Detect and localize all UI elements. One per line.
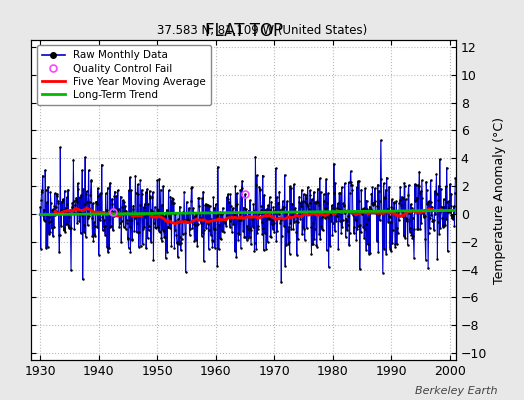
Text: Berkeley Earth: Berkeley Earth	[416, 386, 498, 396]
Y-axis label: Temperature Anomaly (°C): Temperature Anomaly (°C)	[493, 116, 506, 284]
Legend: Raw Monthly Data, Quality Control Fail, Five Year Moving Average, Long-Term Tren: Raw Monthly Data, Quality Control Fail, …	[37, 45, 211, 105]
Text: 37.583 N, 81.109 W (United States): 37.583 N, 81.109 W (United States)	[157, 24, 367, 37]
Title: FLAT TOP: FLAT TOP	[204, 22, 283, 40]
